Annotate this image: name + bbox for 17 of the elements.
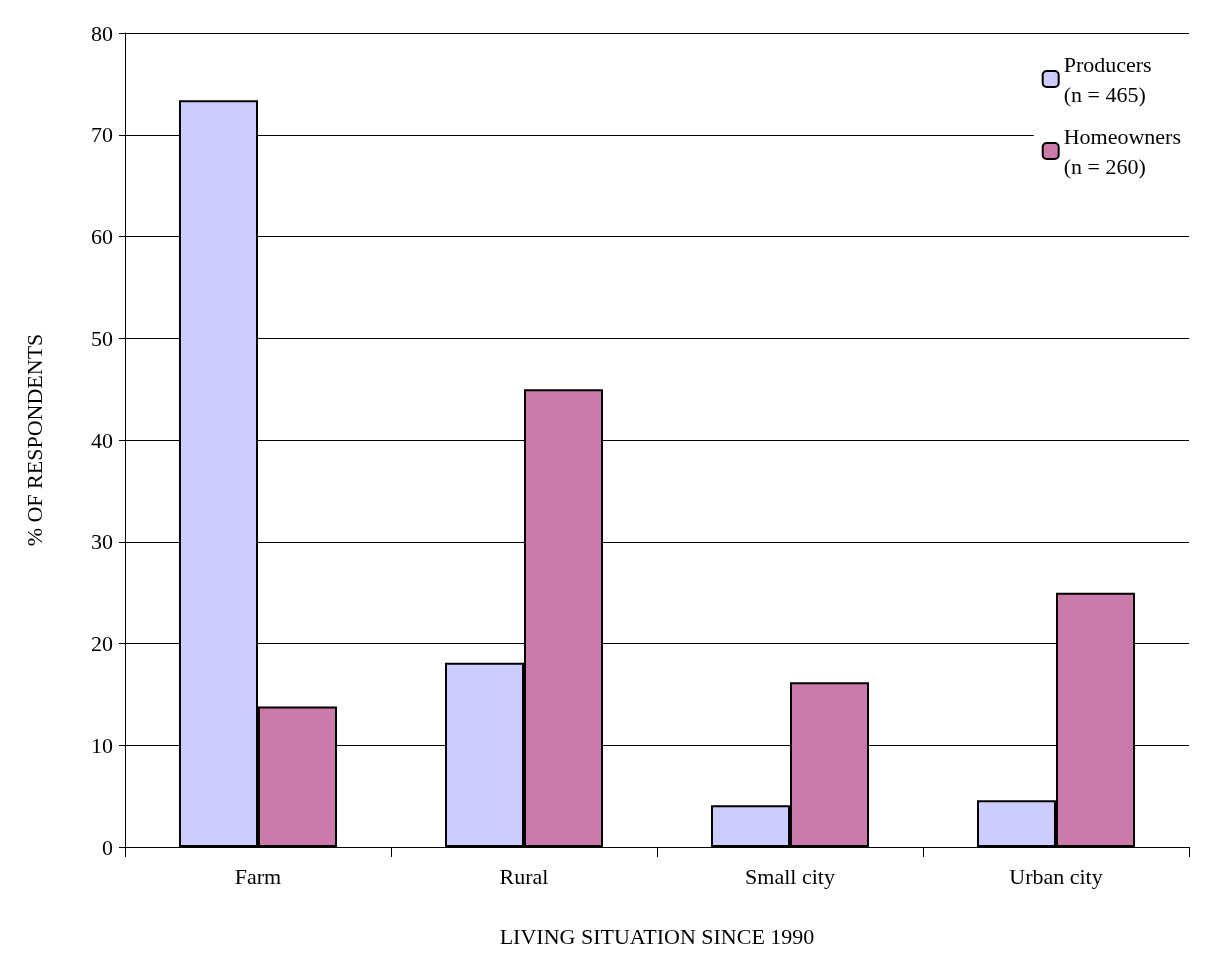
y-tick-label: 60 [91, 224, 113, 249]
y-tick-label: 10 [91, 732, 113, 758]
legend-label: Homeowners (n = 260) [1063, 123, 1182, 179]
x-axis-title: LIVING SITUATION SINCE 1990 [499, 923, 815, 949]
y-axis-title: % OF RESPONDENTS [21, 333, 47, 547]
legend-label: Producers (n = 465) [1063, 51, 1152, 107]
x-tick-label: Farm [234, 863, 282, 889]
x-tick-label: Urban city [1009, 863, 1103, 889]
x-tick-label: Rural [499, 863, 549, 889]
y-tick-label: 80 [91, 20, 113, 46]
x-tick-label: Small city [745, 863, 835, 889]
y-tick-label: 50 [91, 325, 113, 351]
y-tick-label: 0 [102, 834, 113, 860]
y-tick-label: 20 [91, 631, 113, 656]
y-tick-label: 30 [91, 529, 113, 555]
y-tick-label: 40 [91, 427, 113, 453]
y-tick-label: 70 [91, 122, 113, 148]
